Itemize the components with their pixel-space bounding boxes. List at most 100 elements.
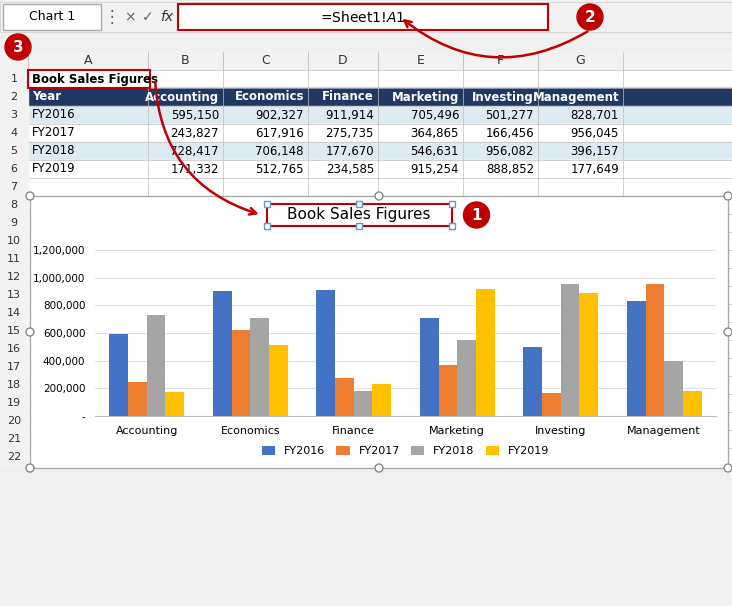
Text: Marketing: Marketing	[392, 90, 459, 104]
Text: FY2017: FY2017	[32, 127, 75, 139]
Text: Accounting: Accounting	[145, 90, 219, 104]
Circle shape	[463, 202, 490, 228]
Bar	[356, 201, 362, 207]
Text: 15: 15	[7, 326, 21, 336]
Bar	[0, 394, 28, 412]
Text: Chart 1: Chart 1	[29, 10, 75, 24]
Text: 501,277: 501,277	[485, 108, 534, 121]
Bar	[0, 394, 732, 412]
Text: 915,254: 915,254	[411, 162, 459, 176]
Bar	[0, 268, 732, 286]
Bar	[0, 124, 28, 142]
Text: 21: 21	[7, 434, 21, 444]
Text: ×: ×	[124, 10, 136, 24]
Circle shape	[375, 192, 383, 200]
Text: 3: 3	[10, 110, 18, 120]
Text: 902,327: 902,327	[255, 108, 304, 121]
Bar	[146, 315, 165, 416]
Bar	[561, 284, 580, 416]
Text: G: G	[575, 55, 586, 67]
Text: 705,496: 705,496	[411, 108, 459, 121]
Bar	[449, 201, 455, 207]
Text: Management: Management	[532, 90, 619, 104]
Text: 5: 5	[10, 146, 18, 156]
Bar	[0, 196, 28, 214]
Bar	[165, 392, 184, 416]
FancyArrowPatch shape	[404, 21, 588, 58]
Bar	[0, 376, 28, 394]
Text: 20: 20	[7, 416, 21, 426]
Text: 728,417: 728,417	[171, 144, 219, 158]
Text: A: A	[83, 55, 92, 67]
Bar	[627, 301, 646, 416]
Text: 14: 14	[7, 308, 21, 318]
Circle shape	[26, 464, 34, 472]
Bar	[231, 330, 250, 416]
Bar	[0, 430, 732, 448]
Bar	[0, 448, 28, 466]
Bar	[458, 341, 476, 416]
Text: 6: 6	[10, 164, 18, 174]
Text: 828,701: 828,701	[571, 108, 619, 121]
Bar	[0, 412, 732, 430]
Bar	[0, 322, 732, 340]
Bar	[0, 268, 28, 286]
Bar	[0, 160, 28, 178]
Bar	[0, 232, 28, 250]
Bar	[438, 365, 458, 416]
Text: 595,150: 595,150	[171, 108, 219, 121]
Bar	[0, 412, 28, 430]
Bar	[28, 70, 150, 88]
Text: 9: 9	[10, 218, 18, 228]
Text: 396,157: 396,157	[570, 144, 619, 158]
Text: 243,827: 243,827	[171, 127, 219, 139]
Circle shape	[724, 328, 732, 336]
Circle shape	[577, 4, 603, 30]
Text: 18: 18	[7, 380, 21, 390]
Text: 911,914: 911,914	[325, 108, 374, 121]
Bar	[0, 88, 732, 106]
Text: =Sheet1!$A$1: =Sheet1!$A$1	[321, 10, 406, 24]
Text: 17: 17	[7, 362, 21, 372]
Bar	[0, 286, 28, 304]
Circle shape	[5, 34, 31, 60]
Bar	[0, 142, 28, 160]
Text: 12: 12	[7, 272, 21, 282]
Text: FY2019: FY2019	[32, 162, 75, 176]
FancyArrowPatch shape	[155, 82, 256, 215]
Bar	[580, 293, 598, 416]
Bar	[354, 391, 373, 416]
Bar	[420, 318, 438, 416]
Text: Book Sales Figures: Book Sales Figures	[32, 73, 158, 85]
Bar	[0, 340, 28, 358]
Text: 512,765: 512,765	[255, 162, 304, 176]
Bar	[0, 376, 732, 394]
Bar	[0, 178, 28, 196]
Text: 234,585: 234,585	[326, 162, 374, 176]
Text: FY2016: FY2016	[32, 108, 75, 121]
Text: 19: 19	[7, 398, 21, 408]
Bar	[0, 178, 732, 196]
Bar	[316, 290, 335, 416]
Circle shape	[724, 464, 732, 472]
Bar	[0, 448, 732, 466]
Bar	[0, 358, 732, 376]
Text: F: F	[497, 55, 504, 67]
Text: 171,332: 171,332	[171, 162, 219, 176]
Bar	[0, 322, 28, 340]
Bar	[449, 223, 455, 229]
Text: Investing: Investing	[472, 90, 534, 104]
Bar	[0, 106, 28, 124]
Bar	[0, 88, 28, 106]
Bar	[0, 214, 732, 232]
Text: 2: 2	[10, 92, 18, 102]
Bar	[356, 223, 362, 229]
Bar	[0, 232, 732, 250]
Text: 13: 13	[7, 290, 21, 300]
Circle shape	[26, 192, 34, 200]
Bar	[664, 361, 683, 416]
Bar	[0, 430, 28, 448]
Bar	[0, 70, 28, 88]
Bar	[264, 201, 269, 207]
Bar	[0, 106, 732, 124]
